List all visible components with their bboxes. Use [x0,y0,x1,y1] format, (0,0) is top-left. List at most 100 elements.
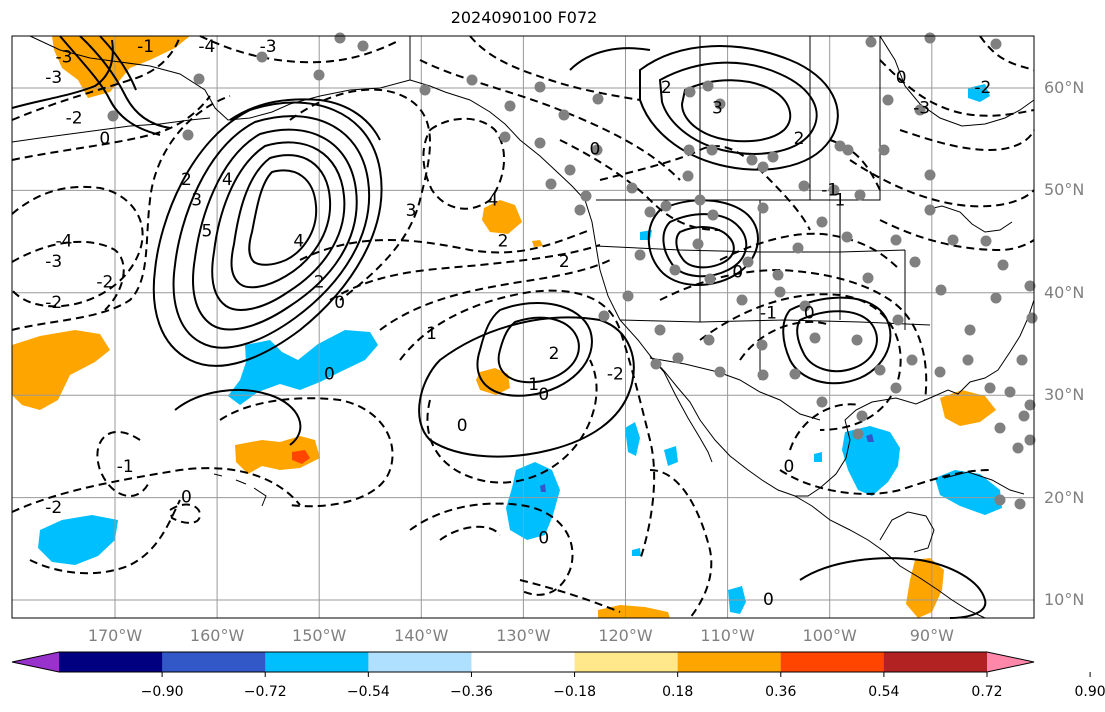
colorbar-tick-label: −0.72 [243,684,287,700]
longitude-label: 170°W [87,626,143,645]
contour-negative [11,240,125,311]
station-dot [851,334,863,346]
contour-label: -3 [913,98,930,118]
station-dot [591,144,603,156]
station-dot [634,249,646,261]
contour-label: 0 [324,365,335,385]
station-dot [789,368,801,380]
contour-label: -2 [96,273,113,293]
shading-blue [38,515,118,565]
station-dot [990,292,1002,304]
station-dot [1026,312,1038,324]
contour-label: 0 [763,590,774,610]
contour-positive [639,45,839,171]
colorbar-outline [11,651,1035,673]
station-dot [772,269,784,281]
contour-label: 0 [589,139,600,159]
station-dot [862,272,874,284]
contour-positive [248,169,318,266]
contour-label: 0 [334,293,345,313]
station-dot [742,256,754,268]
contour-labels: 543242034222100001-1-2-2-3-4-20-2-3-10-3… [45,37,991,610]
station-markers [107,32,1038,510]
colorbar-swatch [780,652,885,672]
station-dot [757,369,769,381]
contour-negative [979,35,1035,71]
contour-label: 3 [406,201,417,221]
station-dot [694,194,706,206]
station-dot [499,131,511,143]
contour-negative [299,229,591,261]
contour-negative [659,268,928,401]
station-dot [816,216,828,228]
contour-label: -3 [45,68,62,88]
longitude-label: 110°W [700,626,755,645]
contour-positive [658,61,818,155]
station-dot [799,300,811,312]
contour-label: -1 [760,303,777,323]
shading-red [292,450,310,464]
contour-label: -2 [607,365,624,385]
contour-negative [649,469,713,619]
coastline-aleutians [11,117,211,143]
contour-negative [439,525,501,541]
coastline-cuba [943,471,1025,495]
station-dot [466,74,478,86]
coastline-yucatan [879,511,935,553]
station-dot [704,273,716,285]
contour-label: 2 [498,232,509,252]
contour-label: 0 [783,457,794,477]
contour-positive [647,199,759,286]
station-dot [841,231,853,243]
colorbar [11,651,1091,677]
colorbar-tick-label: 0.54 [868,684,900,700]
longitude-label: 150°W [292,626,347,645]
station-dot [669,264,681,276]
coastline-north-america [409,36,1035,497]
colorbar-swatch [12,652,59,672]
shading-layer [12,36,1002,618]
shading-orange [532,240,543,247]
station-dot [683,144,695,156]
coastline-baja [649,355,713,463]
contour-positive [59,35,161,136]
contour-label: -3 [55,47,72,67]
coastline-great-lakes [924,205,1013,233]
station-dot [504,100,516,112]
colorbar-swatch [677,652,782,672]
station-dot [1012,442,1024,454]
station-dot [545,178,557,190]
station-dot [1004,386,1016,398]
station-dot [757,202,769,214]
contour-negative [29,499,181,575]
station-dot [828,184,840,196]
contour-label: -2 [45,293,62,313]
station-dot [990,38,1002,50]
contour-label: 0 [457,416,468,436]
graticule [12,36,1034,618]
station-dot [962,354,974,366]
shading-orange [940,390,996,426]
contour-label: 1 [834,191,845,211]
station-dot [865,36,877,48]
station-dot [792,242,804,254]
latitude-label: 10°N [1044,590,1085,609]
colorbar-tick-label: 0.90 [1074,684,1105,700]
contour-negative [289,88,431,301]
shading-blue [842,426,900,496]
station-dot [1024,280,1036,292]
shading-blue [664,446,678,466]
colorbar-tick-label: 0.18 [662,684,694,700]
contour-label: 2 [559,252,570,272]
station-dot [934,366,946,378]
colorbar-swatch [883,652,988,672]
contour-negative [219,397,394,508]
contour-negative [879,59,1035,117]
border-us-canada [596,36,881,201]
map-frame [11,35,1035,619]
latitude-label: 40°N [1044,282,1085,302]
station-dot [558,109,570,121]
station-dot [1016,354,1028,366]
station-dot [357,40,369,52]
